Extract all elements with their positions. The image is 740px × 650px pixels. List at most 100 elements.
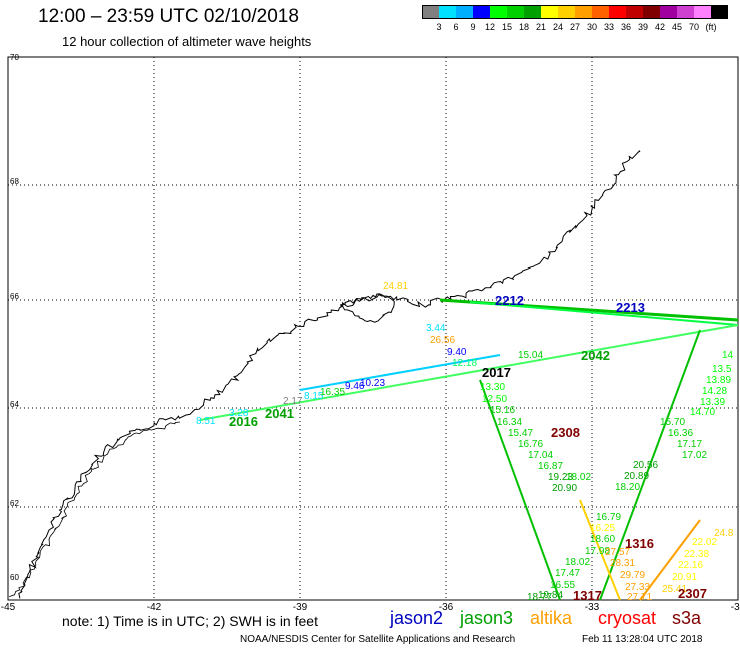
color-swatch <box>677 5 694 19</box>
wave-height-label: 16.36 <box>668 428 693 439</box>
legend-note: note: 1) Time is in UTC; 2) SWH is in fe… <box>62 613 318 629</box>
wave-height-label: 16.55 <box>550 580 575 591</box>
color-scale-label: 30 <box>586 22 597 32</box>
wave-height-label: 10.23 <box>360 378 385 389</box>
wave-height-label: 15.16 <box>490 405 515 416</box>
color-swatch <box>456 5 473 19</box>
wave-height-label: 3.44 <box>426 323 446 334</box>
wave-height-label: 16.34 <box>497 417 522 428</box>
latitude-label: 60 <box>10 573 19 582</box>
wave-height-label: 20.91 <box>672 572 697 583</box>
footer-timestamp: Feb 11 13:28:04 UTC 2018 <box>582 634 703 645</box>
latitude-label: 68 <box>10 177 19 186</box>
wave-height-label: 24.8 <box>714 528 734 539</box>
latitude-label: 66 <box>10 292 19 301</box>
track-time-label: 2212 <box>495 293 524 308</box>
color-scale-label: 45 <box>671 22 682 32</box>
color-scale-label: 9 <box>470 22 476 32</box>
color-scale-label: 21 <box>535 22 546 32</box>
longitude-label: -30 <box>731 602 740 613</box>
wave-height-label: 26.56 <box>430 335 455 346</box>
color-bar-frame <box>422 5 728 19</box>
color-swatch <box>524 5 541 19</box>
wave-height-label: 14.28 <box>702 386 727 397</box>
wave-height-label: 22.38 <box>684 549 709 560</box>
wave-height-label: 12.18 <box>452 358 477 369</box>
color-swatch <box>643 5 660 19</box>
color-scale-label: 24 <box>552 22 563 32</box>
color-swatch <box>660 5 677 19</box>
color-swatch <box>558 5 575 19</box>
wave-height-label: 20.90 <box>552 483 577 494</box>
wave-height-label: 15.04 <box>518 350 543 361</box>
color-scale-label: 3 <box>436 22 442 32</box>
latitude-label: 64 <box>10 400 19 409</box>
color-scale-label: 42 <box>654 22 665 32</box>
track-time-label: 2213 <box>616 300 645 315</box>
map-title: 12:00 – 23:59 UTC 02/10/2018 <box>38 6 299 27</box>
track-time-label: 2042 <box>581 348 610 363</box>
wave-height-label: 22.16 <box>678 560 703 571</box>
wave-height-label: 16.87 <box>538 461 563 472</box>
color-scale-label: 36 <box>620 22 631 32</box>
wave-height-label: 29.79 <box>620 570 645 581</box>
wave-height-label: 13.5 <box>712 364 732 375</box>
color-scale-label: 27 <box>569 22 580 32</box>
satellite-track <box>579 499 621 601</box>
track-time-label: 1316 <box>625 536 654 551</box>
wave-height-label: 16.79 <box>596 512 621 523</box>
satellite-track <box>639 519 701 601</box>
latitude-label: 70 <box>10 53 19 62</box>
color-swatch <box>439 5 456 19</box>
color-swatch <box>541 5 558 19</box>
color-swatch <box>626 5 643 19</box>
wave-height-label: 12.50 <box>482 394 507 405</box>
wave-height-label: 16.25 <box>590 523 615 534</box>
wave-height-label: 17.47 <box>555 568 580 579</box>
footer-agency: NOAA/NESDIS Center for Satellite Applica… <box>240 634 516 645</box>
color-swatch <box>575 5 592 19</box>
longitude-label: -45 <box>1 602 16 613</box>
wave-height-label: 13.39 <box>700 397 725 408</box>
map-frame <box>7 56 739 601</box>
wave-height-label: 13.89 <box>706 375 731 386</box>
coastline-fjords <box>9 421 181 597</box>
wave-height-label: 18.77 <box>527 592 552 603</box>
wave-height-label: 19.23 <box>548 472 573 483</box>
wave-height-label: 15.70 <box>660 417 685 428</box>
wave-height-label: 20.56 <box>633 460 658 471</box>
color-swatch <box>507 5 524 19</box>
color-scale-label: 39 <box>637 22 648 32</box>
wave-height-label: 20.89 <box>624 471 649 482</box>
wave-height-label: 14.70 <box>690 407 715 418</box>
longitude-label: -39 <box>293 602 308 613</box>
longitude-label: -36 <box>439 602 454 613</box>
latitude-label: 62 <box>10 499 19 508</box>
satellite-legend-altika: altika <box>530 608 573 628</box>
satellite-track <box>479 379 561 601</box>
wave-height-label: 27.71 <box>627 592 652 603</box>
color-scale-label: 70 <box>688 22 699 32</box>
color-swatch <box>473 5 490 19</box>
wave-height-label: 18.02 <box>566 472 591 483</box>
wave-height-label: 9.40 <box>447 347 467 358</box>
color-swatch <box>694 5 711 19</box>
wave-height-label: 15.47 <box>508 428 533 439</box>
wave-height-label: 18.60 <box>590 534 615 545</box>
satellite-legend-cryosat: cryosat <box>598 608 657 628</box>
satellite-track <box>599 329 701 601</box>
wave-height-label: 28.31 <box>610 558 635 569</box>
wave-height-label: 22.02 <box>692 537 717 548</box>
wave-height-label: 9.46 <box>345 381 365 392</box>
color-swatch <box>490 5 507 19</box>
track-time-label: 2016 <box>229 414 258 429</box>
longitude-label: -33 <box>585 602 600 613</box>
color-scale-label: 18 <box>518 22 529 32</box>
wave-height-label: 8.15 <box>304 391 324 402</box>
track-time-label: 2017 <box>482 365 511 380</box>
satellite-track <box>469 301 739 326</box>
wave-height-label: 18.20 <box>615 482 640 493</box>
wave-height-label: 17.98 <box>585 546 610 557</box>
coastal-island <box>339 293 395 323</box>
map-subtitle: 12 hour collection of altimeter wave hei… <box>62 34 312 49</box>
